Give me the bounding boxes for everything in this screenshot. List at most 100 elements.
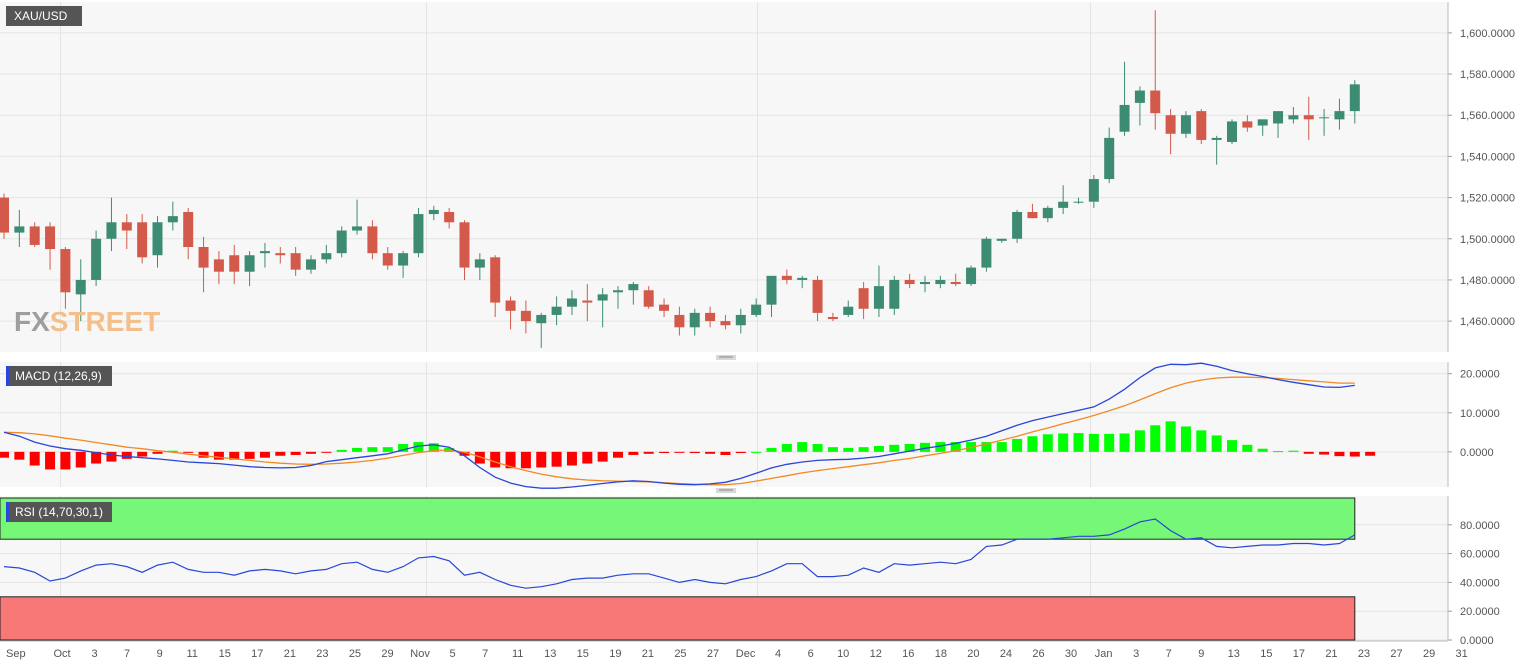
x-tick-label: 7	[482, 648, 488, 660]
candle[interactable]	[1073, 197, 1084, 204]
candle[interactable]	[229, 244, 240, 285]
candle[interactable]	[904, 273, 915, 289]
candle[interactable]	[950, 273, 961, 287]
candle-body	[259, 251, 270, 254]
candle[interactable]	[720, 314, 731, 330]
candle[interactable]	[613, 286, 623, 309]
candle[interactable]	[213, 251, 224, 285]
candle[interactable]	[0, 193, 9, 239]
candle[interactable]	[843, 300, 854, 317]
candle[interactable]	[290, 247, 301, 276]
candle[interactable]	[643, 286, 654, 309]
candle[interactable]	[352, 199, 363, 235]
candle[interactable]	[1288, 107, 1299, 124]
candle[interactable]	[106, 197, 117, 252]
candle[interactable]	[920, 275, 930, 293]
candle[interactable]	[1150, 10, 1161, 130]
candle[interactable]	[444, 207, 455, 229]
candle[interactable]	[137, 214, 148, 264]
candle[interactable]	[459, 220, 470, 280]
candle[interactable]	[183, 207, 194, 260]
candle[interactable]	[582, 284, 593, 322]
candle[interactable]	[167, 201, 178, 231]
candle[interactable]	[382, 247, 393, 270]
candle[interactable]	[827, 312, 838, 322]
candle[interactable]	[766, 275, 777, 317]
candle[interactable]	[889, 275, 900, 315]
candle[interactable]	[566, 290, 577, 315]
candle[interactable]	[75, 259, 86, 322]
candle[interactable]	[306, 255, 316, 274]
candle[interactable]	[981, 236, 992, 272]
candle[interactable]	[1211, 135, 1222, 165]
candle[interactable]	[121, 214, 132, 250]
candle[interactable]	[1119, 61, 1130, 136]
candle[interactable]	[536, 312, 547, 348]
candle[interactable]	[321, 244, 332, 264]
candle[interactable]	[735, 308, 746, 334]
candle[interactable]	[797, 275, 808, 289]
macd-panel[interactable]: 0.0000 10.0000 20.0000	[0, 362, 1500, 489]
candle[interactable]	[1303, 96, 1314, 140]
price-resize-handle[interactable]	[716, 355, 736, 360]
candle[interactable]	[520, 300, 531, 334]
candle[interactable]	[398, 251, 409, 278]
candle[interactable]	[1349, 80, 1360, 124]
macd-histogram-bar	[413, 442, 424, 452]
candle[interactable]	[1012, 209, 1023, 243]
candle[interactable]	[996, 238, 1007, 243]
candle[interactable]	[336, 226, 347, 258]
candle[interactable]	[1273, 111, 1284, 138]
macd-resize-handle[interactable]	[716, 488, 736, 493]
candle[interactable]	[873, 265, 884, 317]
candle[interactable]	[60, 247, 71, 309]
candle[interactable]	[628, 282, 639, 305]
macd-histogram-bar	[1196, 430, 1207, 452]
candle[interactable]	[1165, 109, 1176, 155]
candle[interactable]	[966, 265, 977, 287]
candle[interactable]	[152, 216, 163, 268]
candle[interactable]	[1058, 185, 1069, 215]
candle[interactable]	[689, 308, 700, 336]
candle[interactable]	[367, 220, 378, 260]
candle[interactable]	[45, 222, 56, 270]
candle[interactable]	[29, 222, 40, 247]
candle[interactable]	[597, 288, 608, 328]
candle[interactable]	[674, 306, 685, 336]
candle[interactable]	[1180, 111, 1191, 138]
candle[interactable]	[413, 207, 424, 258]
candle[interactable]	[198, 236, 209, 293]
candle[interactable]	[781, 269, 792, 285]
candle[interactable]	[1027, 203, 1038, 219]
candle[interactable]	[91, 230, 102, 287]
candle[interactable]	[428, 205, 439, 221]
candle[interactable]	[1242, 115, 1253, 132]
price-panel[interactable]: 1,460.0000 1,480.0000 1,500.0000 1,520.0000…	[0, 2, 1515, 352]
candle[interactable]	[1088, 174, 1099, 208]
candle[interactable]	[474, 253, 485, 280]
candle[interactable]	[551, 296, 562, 326]
candle[interactable]	[1227, 119, 1237, 145]
candle[interactable]	[1196, 109, 1207, 145]
candle[interactable]	[1134, 86, 1145, 126]
candle[interactable]	[705, 306, 716, 328]
candle-body	[1027, 212, 1038, 219]
candle[interactable]	[1319, 109, 1330, 136]
candle[interactable]	[490, 255, 501, 317]
candle[interactable]	[1104, 127, 1115, 184]
candle[interactable]	[505, 296, 516, 330]
candle[interactable]	[1257, 119, 1268, 136]
candle[interactable]	[751, 298, 762, 317]
candle[interactable]	[244, 251, 255, 287]
rsi-panel[interactable]: 0.0000 20.0000 40.0000 60.0000 80.0000	[0, 496, 1500, 647]
candle[interactable]	[275, 247, 286, 264]
candle[interactable]	[1334, 98, 1345, 130]
candle[interactable]	[812, 275, 823, 322]
candle[interactable]	[1042, 205, 1053, 223]
candle[interactable]	[858, 282, 869, 320]
candle[interactable]	[14, 209, 25, 247]
candle[interactable]	[659, 298, 670, 317]
candle-body	[566, 298, 577, 307]
candle[interactable]	[259, 242, 270, 268]
candle[interactable]	[935, 275, 946, 289]
